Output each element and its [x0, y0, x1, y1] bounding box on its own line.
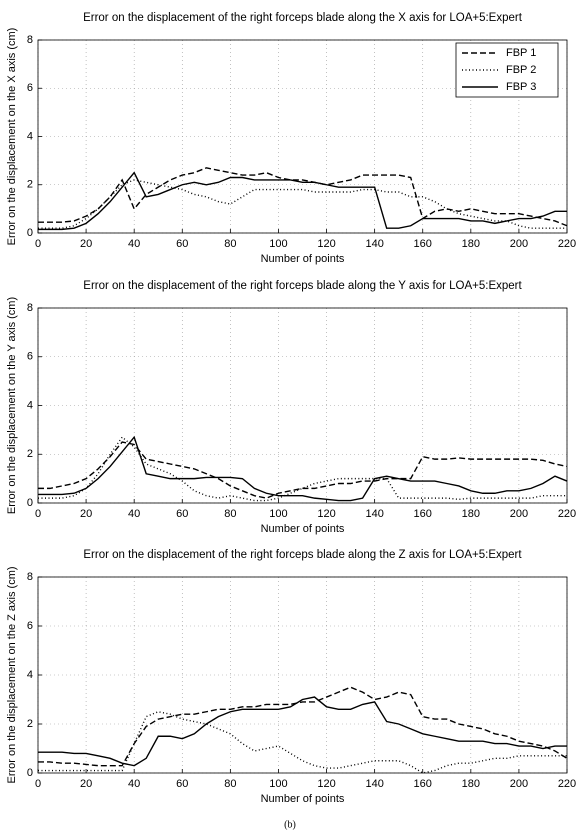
x-tick-label: 120 [317, 238, 335, 250]
legend-label: FBP 1 [506, 47, 536, 59]
series-line [38, 167, 568, 227]
x-tick-label: 80 [224, 778, 236, 790]
x-tick-label: 60 [176, 508, 188, 520]
chart-title: Error on the displacement of the right f… [83, 12, 523, 24]
y-axis-label: Error on the displacement on the X axis … [6, 28, 18, 246]
x-axis-label: Number of points [261, 253, 345, 265]
chart-title: Error on the displacement of the right f… [83, 280, 522, 292]
x-tick-label: 60 [176, 778, 188, 790]
series-line [38, 696, 567, 767]
x-tick-label: 0 [35, 508, 41, 520]
chart-title: Error on the displacement of the right f… [83, 549, 522, 561]
series-line [38, 435, 568, 502]
x-tick-label: 120 [317, 778, 335, 790]
x-tick-label: 180 [462, 778, 480, 790]
x-tick-label: 160 [414, 508, 432, 520]
x-tick-label: 80 [224, 238, 236, 250]
legend-label: FBP 3 [506, 81, 536, 93]
x-tick-label: 220 [558, 508, 576, 520]
x-tick-label: 140 [365, 778, 383, 790]
x-tick-label: 20 [80, 778, 92, 790]
x-tick-label: 140 [365, 238, 383, 250]
x-tick-label: 140 [365, 508, 383, 520]
y-tick-label: 4 [27, 669, 33, 681]
x-axis-label: Number of points [261, 793, 345, 805]
x-tick-label: 60 [176, 238, 188, 250]
x-tick-label: 200 [510, 508, 528, 520]
series-line [38, 686, 568, 767]
x-tick-label: 160 [414, 778, 432, 790]
x-tick-label: 220 [558, 778, 576, 790]
x-tick-label: 220 [558, 238, 576, 250]
x-tick-label: 100 [269, 238, 287, 250]
y-tick-label: 6 [27, 82, 33, 94]
y-axis-label: Error on the displacement on the Z axis … [6, 566, 18, 783]
x-tick-label: 160 [414, 238, 432, 250]
x-tick-label: 40 [128, 238, 140, 250]
x-tick-label: 180 [462, 508, 480, 520]
x-tick-label: 200 [510, 238, 528, 250]
plot-frame [37, 576, 568, 774]
x-tick-label: 40 [128, 508, 140, 520]
x-tick-label: 40 [128, 778, 140, 790]
x-tick-label: 100 [269, 778, 287, 790]
x-tick-label: 20 [80, 508, 92, 520]
x-tick-label: 0 [35, 778, 41, 790]
y-axis-label: Error on the displacement on the Y axis … [6, 297, 18, 514]
y-tick-label: 0 [27, 767, 33, 779]
x-tick-label: 200 [510, 778, 528, 790]
y-tick-label: 0 [27, 227, 33, 239]
series-line [38, 441, 568, 499]
y-tick-label: 2 [27, 718, 33, 730]
y-tick-label: 6 [27, 620, 33, 632]
y-tick-label: 6 [27, 351, 33, 363]
series-line [38, 436, 567, 502]
y-tick-label: 4 [27, 130, 33, 142]
y-tick-label: 8 [27, 571, 33, 583]
plot-frame [37, 307, 568, 504]
x-tick-label: 120 [317, 508, 335, 520]
y-tick-label: 4 [27, 399, 33, 411]
legend-label: FBP 2 [506, 64, 536, 76]
y-tick-label: 8 [27, 34, 33, 46]
x-axis-label: Number of points [261, 523, 345, 535]
x-tick-label: 0 [35, 238, 41, 250]
y-tick-label: 8 [27, 302, 33, 314]
x-tick-label: 80 [224, 508, 236, 520]
x-tick-label: 180 [462, 238, 480, 250]
plot-frame [37, 39, 568, 234]
legend-box [455, 42, 559, 98]
x-tick-label: 100 [269, 508, 287, 520]
caption: (b) [284, 819, 296, 830]
x-tick-label: 20 [80, 238, 92, 250]
series-line [38, 171, 567, 231]
y-tick-label: 2 [27, 179, 33, 191]
series-line [38, 711, 567, 774]
y-tick-label: 2 [27, 448, 33, 460]
y-tick-label: 0 [27, 497, 33, 509]
